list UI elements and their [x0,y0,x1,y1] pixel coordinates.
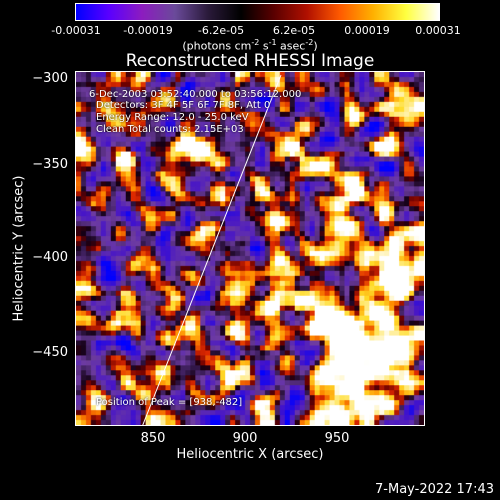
rhessi-image-plot[interactable]: 6-Dec-2003 03:52:40.000 to 03:56:12.000 … [75,71,425,426]
method-counts-text: Clean Total counts: 2.15E+03 [96,124,244,135]
x-tick: 900 [232,431,258,446]
x-axis-label: Heliocentric X (arcsec) [176,447,324,462]
limb-line [142,74,282,425]
colorbar [75,3,440,21]
y-tick: −300 [32,71,68,86]
timestamp: 7-May-2022 17:43 [375,482,494,497]
colorbar-tick: 0.00031 [415,24,461,37]
colorbar-tick: -0.00031 [51,24,101,37]
energy-range-text: Energy Range: 12.0 - 25.0 keV [96,112,249,123]
x-tick: 950 [324,431,350,446]
y-tick: −400 [32,250,68,265]
y-axis-label: Heliocentric Y (arcsec) [11,175,27,322]
detectors-text: Detectors: 3F 4F 5F 6F 7F 8F, Att 0 [96,100,271,111]
y-tick: −350 [32,157,68,172]
colorbar-tick: 0.00019 [344,24,390,37]
colorbar-tick: 6.2e-05 [272,24,316,37]
x-tick: 850 [140,431,166,446]
time-range-text: 6-Dec-2003 03:52:40.000 to 03:56:12.000 [89,89,302,100]
peak-position-text: Position of Peak = [938,-482] [96,397,243,408]
colorbar-unit: (photons cm-2 s-1 asec-2) [182,38,318,53]
image-title: Reconstructed RHESSI Image [125,51,375,71]
y-tick: −450 [32,345,68,360]
colorbar-tick: -6.2e-05 [197,24,245,37]
rhessi-image [76,72,424,425]
colorbar-tick: -0.00019 [123,24,173,37]
